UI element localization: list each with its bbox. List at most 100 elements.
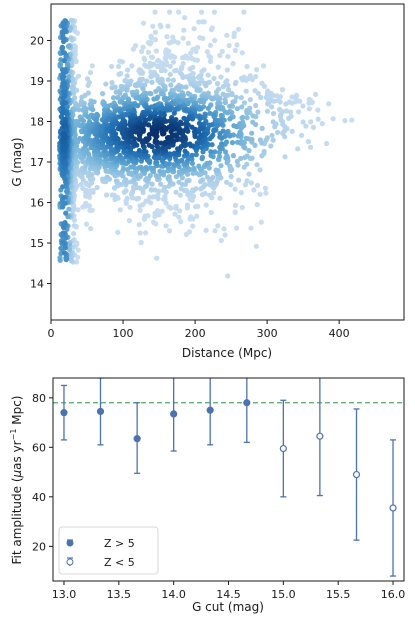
density-point xyxy=(234,225,240,231)
top-y-tick-label: 15 xyxy=(30,237,44,250)
density-point xyxy=(223,139,230,145)
density-point xyxy=(195,203,201,209)
density-point xyxy=(211,9,217,15)
density-point xyxy=(288,109,294,115)
density-point xyxy=(211,75,217,82)
density-point xyxy=(296,109,302,115)
density-point xyxy=(136,147,142,154)
density-point xyxy=(272,124,278,130)
density-point xyxy=(243,88,249,94)
density-point xyxy=(117,152,123,159)
density-point xyxy=(217,130,223,137)
density-point xyxy=(117,90,123,96)
density-point xyxy=(162,139,168,146)
density-point xyxy=(257,167,263,173)
density-point xyxy=(61,74,67,80)
density-point xyxy=(203,227,209,233)
density-point xyxy=(308,119,314,125)
density-point xyxy=(143,230,149,236)
bottom-x-tick-label: 15.5 xyxy=(326,588,351,601)
bottom-x-tick-label: 13.5 xyxy=(107,588,132,601)
density-point xyxy=(125,67,131,73)
density-point xyxy=(189,152,195,158)
density-point xyxy=(152,37,158,43)
density-point xyxy=(265,101,271,107)
density-point xyxy=(193,152,199,158)
legend-label-open: Z < 5 xyxy=(104,556,135,569)
density-point xyxy=(193,49,199,55)
density-point xyxy=(244,110,250,116)
density-point xyxy=(83,221,90,227)
density-point xyxy=(238,138,244,144)
density-point xyxy=(229,91,235,98)
top-y-tick-label: 19 xyxy=(30,75,44,88)
density-point xyxy=(234,158,240,165)
density-point xyxy=(247,97,253,103)
density-point xyxy=(150,194,156,200)
density-point xyxy=(243,135,249,141)
density-point xyxy=(204,49,210,55)
density-point xyxy=(194,213,200,219)
density-point xyxy=(212,149,218,155)
density-point xyxy=(209,142,215,148)
density-point xyxy=(252,142,258,148)
density-point xyxy=(277,106,283,113)
bottom-x-tick-label: 16.0 xyxy=(381,588,406,601)
density-point xyxy=(166,174,172,180)
density-point xyxy=(238,155,244,161)
bottom-y-tick-label: 40 xyxy=(32,491,46,504)
density-point xyxy=(140,20,147,26)
density-point xyxy=(87,70,93,76)
density-point xyxy=(183,84,189,90)
density-point xyxy=(109,63,115,69)
density-point xyxy=(154,73,160,79)
density-point xyxy=(75,207,81,213)
density-point xyxy=(286,115,292,121)
density-point xyxy=(239,204,245,211)
density-point xyxy=(208,152,214,159)
density-point xyxy=(190,223,196,229)
density-point xyxy=(178,219,184,225)
density-point xyxy=(185,55,191,61)
density-point xyxy=(200,19,206,25)
density-point xyxy=(153,88,159,94)
density-point xyxy=(206,122,212,128)
data-point-z-gt-5 xyxy=(96,407,105,416)
density-point xyxy=(178,66,185,72)
density-point xyxy=(147,165,153,171)
density-point xyxy=(208,209,214,216)
density-point xyxy=(103,81,109,87)
density-point xyxy=(211,114,217,120)
density-point xyxy=(224,67,230,73)
density-point xyxy=(176,179,182,185)
density-point xyxy=(165,23,171,29)
density-point xyxy=(289,128,295,134)
density-point xyxy=(113,178,119,184)
density-point xyxy=(269,104,275,110)
bottom-y-tick-label: 80 xyxy=(32,392,46,405)
density-point xyxy=(222,99,228,106)
density-point xyxy=(164,34,170,40)
density-point xyxy=(300,119,306,125)
density-point xyxy=(217,52,223,59)
density-point xyxy=(60,34,66,40)
density-point xyxy=(90,107,96,113)
data-point-z-gt-5 xyxy=(243,399,251,407)
top-y-axis-ticks: 14 15 16 17 18 19 20 xyxy=(30,34,51,291)
density-point xyxy=(218,74,224,80)
density-point xyxy=(141,148,147,154)
density-point xyxy=(61,69,67,75)
density-point xyxy=(130,46,136,52)
density-point xyxy=(140,86,146,92)
density-point xyxy=(167,9,173,15)
density-point xyxy=(275,98,281,104)
density-point xyxy=(219,48,225,54)
density-point xyxy=(242,182,248,188)
density-point xyxy=(183,122,189,128)
density-point xyxy=(165,134,171,141)
density-point xyxy=(205,105,211,111)
density-point xyxy=(62,20,68,26)
density-point xyxy=(68,35,74,41)
bottom-y-axis-ticks: 20 40 60 80 xyxy=(32,392,53,553)
data-point-z-lt-5 xyxy=(279,444,287,453)
